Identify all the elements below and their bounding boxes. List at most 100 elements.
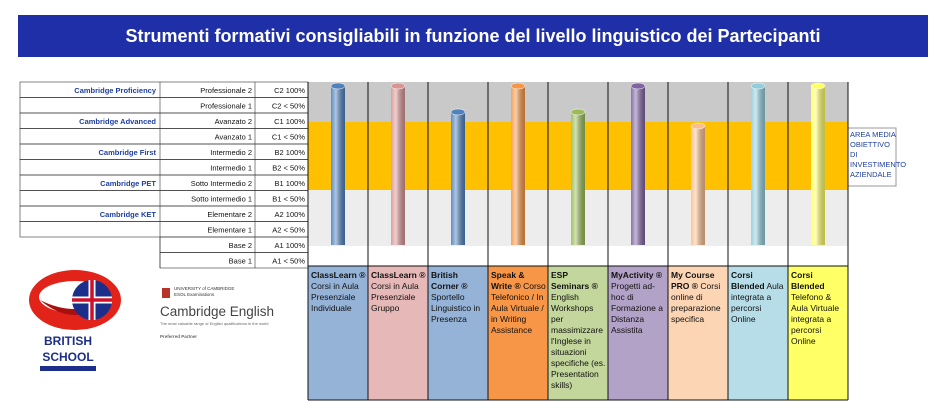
tool-box: Corsi Blended Aula integrata a percorsi … [729, 268, 789, 402]
tool-box: My Course PRO ® Corsi online di preparaz… [669, 268, 729, 402]
table-row [19, 112, 309, 129]
table-row [19, 81, 309, 98]
cambridge-level: Cambridge PET [100, 179, 156, 188]
bars [307, 82, 849, 401]
level-name: Base 1 [229, 256, 252, 265]
bar-cap [450, 108, 466, 116]
cambridge-logo: UNIVERSITY of CAMBRIDGE ESOL Examination… [160, 286, 274, 339]
bar-cap [630, 82, 646, 90]
table-row [19, 143, 309, 160]
box-bg [548, 266, 608, 400]
level-name: Avanzato 2 [215, 117, 252, 126]
tool-name: Corsi Blended [791, 270, 825, 291]
level-code: B2 < 50% [272, 163, 305, 172]
tool-box: MyActivity ® Progetti ad-hoc di Formazio… [609, 268, 669, 402]
tool-box: British Corner ® Sportello Linguistico i… [429, 268, 489, 402]
bar-cap [810, 82, 826, 90]
table-row [19, 159, 309, 176]
tool-box: ClassLearn ® Corsi in Aula Presenziale I… [309, 268, 369, 402]
logo-text: SCHOOL [42, 350, 93, 364]
box-bg [608, 266, 668, 400]
table-row [19, 190, 309, 207]
tool-box: Corsi Blended Telefono & Aula Virtuale i… [789, 268, 849, 402]
tool-box: ESP Seminars ® English Workshops per mas… [549, 268, 609, 402]
note-box [847, 127, 897, 187]
tool-box: Speak & Write ® Corso Telefonico / In Au… [489, 268, 549, 402]
tool-description: Corsi in Aula Presenziale Individuale [311, 281, 359, 313]
tool-description: Telefono & Aula Virtuale integrata a per… [791, 292, 840, 346]
level-name: Intermedio 1 [210, 163, 252, 172]
tool-box: ClassLearn ® Corsi in Aula Presenziale G… [369, 268, 429, 402]
bar-cap [690, 122, 706, 130]
tool-name: Speak & Write ® [491, 270, 525, 291]
table-row [19, 97, 309, 114]
tool-name: Corsi Blended [731, 270, 765, 291]
level-code: C2 < 50% [272, 101, 305, 110]
level-table: Cambridge Proficiency Professionale 2 C2 1… [19, 81, 309, 269]
bar-shade [751, 86, 765, 245]
tool-name: My Course PRO ® [671, 270, 715, 291]
level-code: B1 < 50% [272, 194, 305, 203]
level-name: Intermedio 2 [210, 148, 252, 157]
box-bg [308, 266, 368, 400]
tool-description: English Workshops per massimizzare l'Ing… [551, 292, 606, 390]
box-bg [488, 266, 548, 400]
box-bg [728, 266, 788, 400]
level-code: A1 < 50% [272, 256, 305, 265]
table-row [19, 205, 309, 222]
tool-name: British Corner ® [431, 270, 468, 291]
level-code: C2 100% [274, 86, 305, 95]
logo-text: BRITISH [44, 334, 92, 348]
table-row [19, 128, 309, 145]
logo-text: The most valuable range of English quali… [160, 321, 269, 326]
tool-description: Sportello Linguistico in Presenza [431, 292, 481, 324]
bar-shade [451, 112, 465, 245]
bar-shade [391, 86, 405, 245]
bar-shade [631, 86, 645, 245]
cambridge-level: Cambridge Proficiency [74, 86, 157, 95]
level-code: A1 100% [275, 241, 306, 250]
box-bg [788, 266, 848, 400]
logo-text: ESOL Examinations [174, 292, 215, 297]
tool-name: ESP Seminars ® [551, 270, 598, 291]
level-name: Base 2 [229, 241, 252, 250]
tool-name: ClassLearn ® [371, 270, 426, 280]
tool-description: Corsi in Aula Presenziale Gruppo [371, 281, 419, 313]
level-code: C1 100% [274, 117, 305, 126]
level-code: A2 100% [275, 210, 306, 219]
level-name: Sotto intermedio 1 [191, 194, 252, 203]
bar-shade [571, 112, 585, 245]
tool-description: Corso Telefonico / In Aula Virtuale / in… [491, 281, 546, 335]
tool-description: Aula integrata a percorsi Online [731, 281, 784, 324]
logo-text: Cambridge English [160, 304, 274, 319]
table-row [19, 174, 309, 191]
box-bg [368, 266, 428, 400]
bar-cap [510, 82, 526, 90]
title-banner [18, 15, 928, 57]
cambridge-level: Cambridge First [98, 148, 156, 157]
box-bg [428, 266, 488, 400]
logo-text: Preferred Partner [160, 334, 197, 339]
level-name: Professionale 1 [200, 101, 252, 110]
tool-name: ClassLearn ® [311, 270, 366, 280]
tool-name: MyActivity ® [611, 270, 663, 280]
cambridge-level: Cambridge Advanced [79, 117, 156, 126]
british-school-logo: BRITISH SCHOOL [29, 270, 121, 374]
bar-shade [511, 86, 525, 245]
level-name: Avanzato 1 [215, 132, 252, 141]
level-code: A2 < 50% [272, 225, 305, 234]
note: AREA MEDIA OBIETTIVO DI INVESTIMENTO AZI… [850, 130, 907, 179]
level-name: Professionale 2 [200, 86, 252, 95]
level-code: B2 100% [275, 148, 306, 157]
bar-cap [330, 82, 346, 90]
tool-description: Corsi online di preparazione specifica [671, 281, 721, 324]
cambridge-level: Cambridge KET [100, 210, 157, 219]
level-code: C1 < 50% [272, 132, 305, 141]
bar-shade [331, 86, 345, 245]
bar-shade [811, 86, 825, 245]
level-name: Sotto Intermedio 2 [191, 179, 252, 188]
tool-description: Progetti ad-hoc di Formazione a Distanza… [611, 281, 663, 335]
logo-text: UNIVERSITY of CAMBRIDGE [174, 286, 234, 291]
